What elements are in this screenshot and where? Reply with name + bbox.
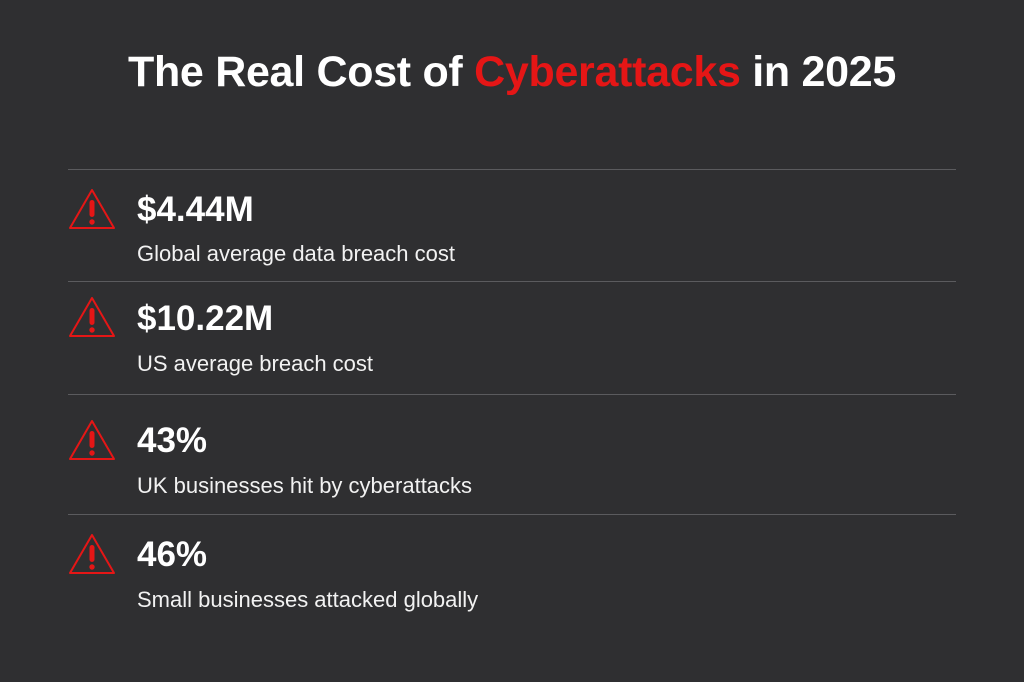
warning-triangle-icon [68, 532, 116, 576]
stat-item-global-breach-cost: $4.44M Global average data breach cost [68, 170, 956, 281]
warning-triangle-icon [68, 418, 116, 462]
stat-item-uk-businesses: 43% UK businesses hit by cyberattacks [68, 395, 956, 514]
stat-item-small-businesses: 46% Small businesses attacked globally [68, 515, 956, 625]
warning-triangle-icon [68, 187, 116, 231]
stats-list: $4.44M Global average data breach cost $… [68, 169, 956, 625]
stat-label: Global average data breach cost [137, 241, 455, 266]
warning-triangle-icon [68, 295, 116, 339]
stat-value: 46% [137, 535, 208, 574]
page-title: The Real Cost of Cyberattacks in 2025 [0, 48, 1024, 97]
divider [68, 169, 956, 170]
divider [68, 281, 956, 282]
stat-label: US average breach cost [137, 351, 374, 376]
stat-value: 43% [137, 421, 208, 460]
stat-item-us-breach-cost: $10.22M US average breach cost [68, 282, 956, 394]
divider [68, 394, 956, 395]
stat-label: UK businesses hit by cyberattacks [137, 473, 473, 498]
stat-label: Small businesses attacked globally [137, 587, 479, 612]
title-suffix: in 2025 [740, 48, 896, 96]
title-accent: Cyberattacks [474, 48, 741, 96]
title-prefix: The Real Cost of [128, 48, 475, 96]
divider [68, 514, 956, 515]
stat-value: $4.44M [137, 190, 254, 229]
stat-value: $10.22M [137, 299, 274, 338]
